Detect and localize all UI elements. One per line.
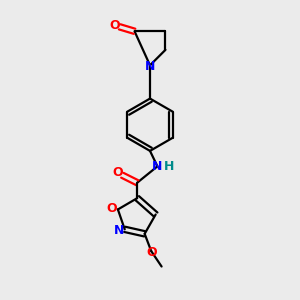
Text: O: O [109, 19, 120, 32]
Text: N: N [145, 60, 155, 73]
Text: O: O [146, 246, 157, 259]
Text: N: N [152, 160, 163, 173]
Text: O: O [106, 202, 117, 215]
Text: N: N [114, 224, 124, 237]
Text: O: O [112, 167, 123, 179]
Text: H: H [164, 160, 174, 173]
